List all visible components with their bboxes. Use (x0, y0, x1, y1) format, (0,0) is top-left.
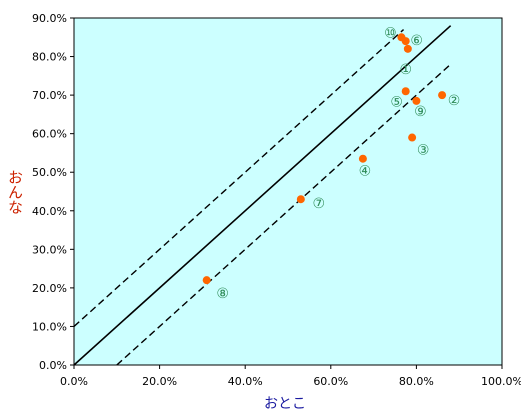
x-axis-ticks: 0.0% 20.0% 40.0% 60.0% 80.0% 100.0% (60, 365, 521, 388)
y-tick-label: 20.0% (32, 282, 67, 295)
y-tick-label: 90.0% (32, 12, 67, 25)
diagonal-line (73, 25, 452, 366)
point-labels: ① ② ③ ④ ⑤ ⑥ ⑦ ⑧ ⑨ ⑩ (216, 25, 460, 302)
data-point-label: ④ (359, 164, 372, 180)
data-point (397, 33, 406, 42)
data-point-label: ⑧ (216, 286, 229, 302)
reference-lines (73, 25, 452, 366)
x-tick-label: 0.0% (60, 375, 88, 388)
data-point-label: ② (448, 93, 461, 109)
data-point-label: ⑦ (313, 196, 326, 212)
data-point-label: ⑨ (414, 104, 427, 120)
data-point-label: ① (400, 62, 413, 78)
data-points (202, 33, 447, 285)
data-point-label: ③ (417, 143, 430, 159)
data-point (296, 195, 305, 204)
data-point (408, 133, 417, 142)
y-axis-ticks: 0.0% 10.0% 20.0% 30.0% 40.0% 50.0% 60.0% 70.0% 8… (32, 12, 74, 372)
data-point (412, 96, 421, 105)
data-point (438, 91, 447, 100)
dashed-bound-line (73, 29, 405, 327)
plot-area (73, 17, 503, 366)
y-tick-label: 50.0% (32, 166, 67, 179)
x-tick-label: 100.0% (481, 375, 521, 388)
data-point (403, 44, 412, 53)
data-point (358, 154, 367, 163)
x-tick-label: 80.0% (399, 375, 434, 388)
y-tick-label: 30.0% (32, 243, 67, 256)
data-point-label: ⑤ (390, 94, 403, 110)
data-point-label: ⑩ (384, 25, 397, 41)
y-tick-label: 60.0% (32, 128, 67, 141)
x-tick-label: 60.0% (313, 375, 348, 388)
y-axis-label: おんな (6, 170, 24, 215)
y-tick-label: 40.0% (32, 205, 67, 218)
data-point (401, 87, 410, 96)
data-point-label: ⑥ (410, 33, 423, 49)
data-point (202, 276, 211, 285)
x-tick-label: 40.0% (228, 375, 263, 388)
y-tick-label: 10.0% (32, 320, 67, 333)
y-tick-label: 70.0% (32, 89, 67, 102)
y-tick-label: 80.0% (32, 51, 67, 64)
x-axis-label: おとこ (264, 396, 306, 412)
x-tick-label: 20.0% (142, 375, 177, 388)
y-tick-label: 0.0% (39, 359, 67, 372)
dashed-bound-line (116, 63, 452, 366)
